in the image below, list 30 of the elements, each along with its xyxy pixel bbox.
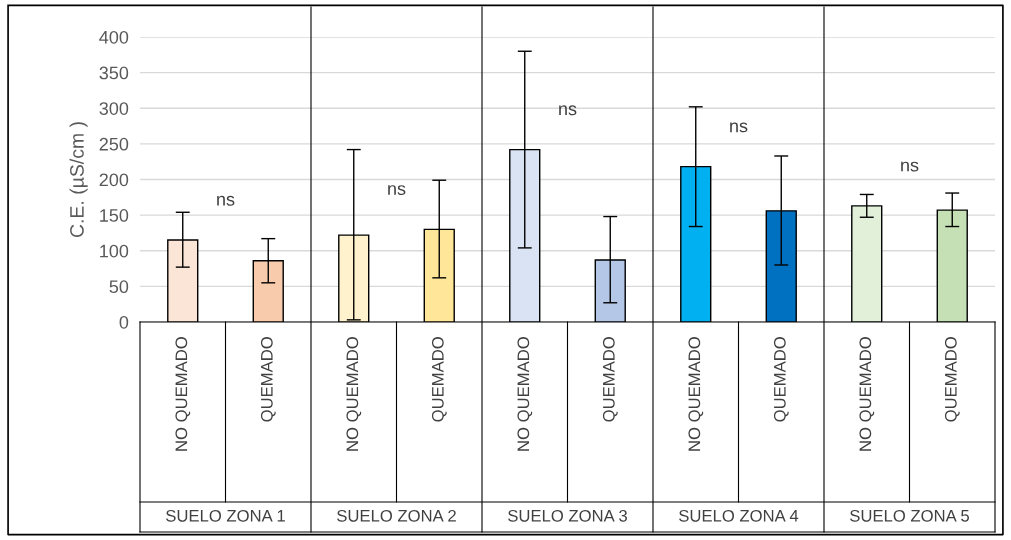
annotation: ns xyxy=(217,195,235,206)
text: SUELO ZONA 3 xyxy=(508,509,627,522)
x-tick-label: NO QUEMADO xyxy=(688,337,704,451)
text: SUELO ZONA 4 xyxy=(679,509,799,522)
y-tick-label: 150 xyxy=(100,209,129,222)
annotation: ns xyxy=(901,161,919,172)
annotation: ns xyxy=(559,105,577,116)
y-tick-label: 350 xyxy=(99,66,129,80)
text: SUELO ZONA 5 xyxy=(850,509,970,522)
annotation: ns xyxy=(388,185,406,196)
y-tick-label: 400 xyxy=(99,30,129,44)
text: SUELO ZONA 1 xyxy=(166,509,285,522)
annotation: ns xyxy=(730,122,748,133)
x-tick-label: QUEMADO xyxy=(602,337,618,422)
y-tick-label: 100 xyxy=(100,244,129,258)
text: SUELO ZONA 2 xyxy=(337,509,456,522)
y-tick-label: 300 xyxy=(99,102,129,115)
y-tick-label: 0 xyxy=(119,315,129,329)
x-tick-label: QUEMADO xyxy=(944,337,960,422)
x-tick-label: NO QUEMADO xyxy=(346,337,362,451)
y-axis-title: C.E. (µS/cm ) xyxy=(69,122,88,238)
x-tick-label: NO QUEMADO xyxy=(175,337,191,451)
y-tick-label: 250 xyxy=(99,137,129,151)
x-tick-label: NO QUEMADO xyxy=(517,337,533,451)
y-tick-label: 50 xyxy=(109,280,129,294)
x-tick-label: QUEMADO xyxy=(431,337,447,422)
x-tick-label: QUEMADO xyxy=(773,337,789,422)
x-tick-label: QUEMADO xyxy=(260,337,276,422)
x-tick-label: NO QUEMADO xyxy=(859,337,875,451)
y-tick-label: 200 xyxy=(99,173,129,187)
